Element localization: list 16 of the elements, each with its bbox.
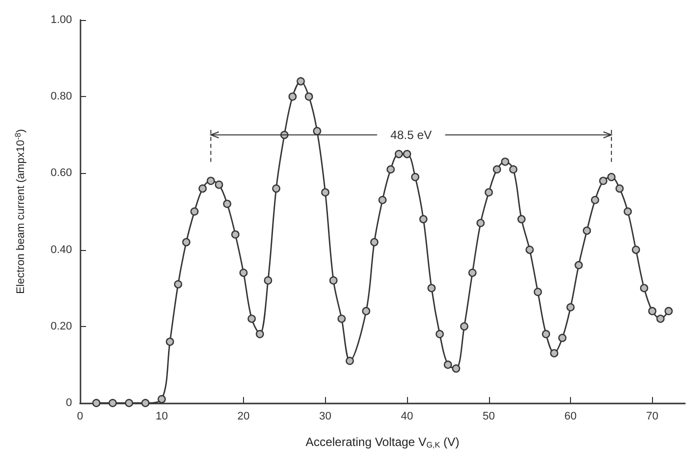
y-tick-label: 0.60 [50,167,72,180]
y-tick-label: 1.00 [50,14,72,26]
x-tick-label: 0 [76,410,84,422]
y-tick-label: 0 [66,397,72,409]
y-axis-title: Electron beam current (ampx10-8) [14,129,27,294]
annotation: 48.5 eV [390,128,432,142]
x-tick-label: 30 [319,410,332,422]
x-tick-label: 10 [156,410,168,422]
y-tick-label: 0.20 [50,320,72,332]
x-tick-label: 70 [646,410,658,422]
x-tick-label: 40 [400,410,414,422]
x-tick-label: 20 [237,410,250,422]
x-tick-label: 60 [564,410,577,422]
y-tick-label: 0.80 [50,90,72,103]
y-tick-label: 0.40 [50,244,72,256]
x-tick-label: 50 [482,410,495,422]
